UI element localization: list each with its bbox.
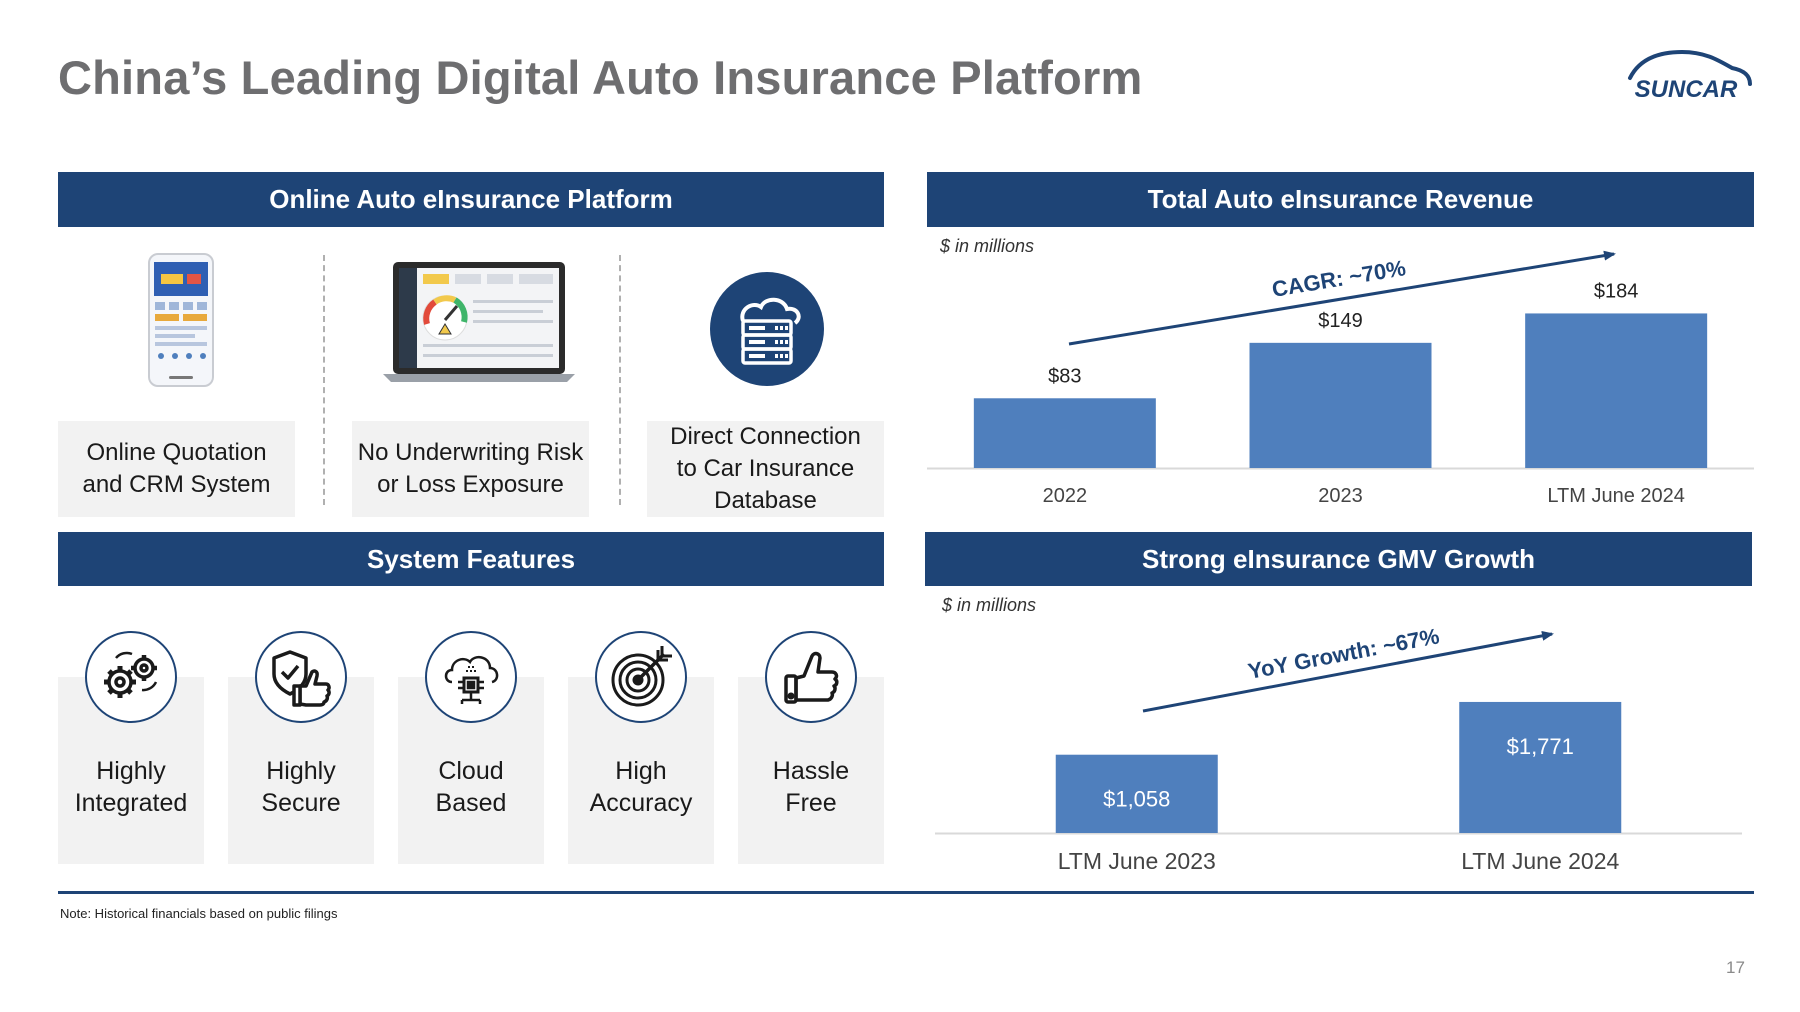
footer-divider	[58, 891, 1754, 894]
platform-item-underwriting: No Underwriting Risk or Loss Exposure	[352, 421, 589, 517]
page-title: China’s Leading Digital Auto Insurance P…	[58, 51, 1143, 104]
bar	[1459, 701, 1622, 833]
feature-label-line: Hassle	[772, 757, 850, 785]
feature-label: High Accuracy	[568, 755, 714, 819]
gears-icon	[85, 631, 177, 723]
feature-label-line: Highly	[266, 757, 336, 785]
category-label: LTM June 2023	[1058, 848, 1216, 874]
thumbs-up-icon	[765, 631, 857, 723]
platform-item-label: Online Quotation	[86, 439, 267, 466]
feature-label: Cloud Based	[398, 755, 544, 819]
logo-text: SUNCAR	[1635, 76, 1738, 103]
category-label: LTM June 2024	[1547, 485, 1685, 507]
revenue-header: Total Auto eInsurance Revenue	[927, 172, 1754, 227]
feature-label-line: Free	[785, 789, 837, 817]
bar	[1055, 754, 1218, 833]
platform-item-label: or Loss Exposure	[377, 471, 564, 498]
bar	[1525, 313, 1708, 468]
platform-item-label: and CRM System	[82, 471, 271, 498]
laptop-dashboard-icon	[383, 260, 575, 395]
platform-header: Online Auto eInsurance Platform	[58, 172, 884, 227]
shield-thumbs-up-icon	[255, 631, 347, 723]
gmv-unit-label: $ in millions	[942, 595, 1037, 615]
cloud-chip-icon	[425, 631, 517, 723]
data-label: $1,771	[1507, 734, 1574, 759]
revenue-unit-label: $ in millions	[940, 236, 1035, 256]
gmv-chart: $1,058 LTM June 2023 $1,771 LTM June 2024 Yo…	[935, 623, 1742, 874]
growth-annotation: YoY Growth: ~67%	[1246, 623, 1441, 684]
footnote: Note: Historical financials based on pub…	[60, 906, 338, 921]
suncar-logo: SUNCAR	[1620, 40, 1755, 110]
target-icon	[595, 631, 687, 723]
feature-label-line: Secure	[261, 789, 341, 817]
revenue-chart: $83 2022 $149 2023 $184 LTM June 2024 CAGR: ~7…	[927, 250, 1754, 507]
trend-arrow	[1142, 630, 1554, 713]
feature-label-line: Highly	[96, 757, 166, 785]
data-label: $83	[1048, 365, 1081, 387]
category-label: LTM June 2024	[1461, 848, 1619, 874]
feature-label: Highly Secure	[228, 755, 374, 819]
feature-label: Highly Integrated	[58, 755, 204, 819]
category-label: 2022	[1043, 485, 1088, 507]
platform-item-label: Direct Connection	[670, 423, 861, 450]
data-label: $149	[1318, 310, 1363, 332]
divider	[323, 255, 325, 505]
bar	[973, 398, 1156, 468]
page-number: 17	[1726, 958, 1745, 977]
feature-label-line: Accuracy	[589, 789, 693, 817]
bar	[1249, 342, 1432, 468]
trend-arrow	[1068, 250, 1616, 346]
gmv-header: Strong eInsurance GMV Growth	[925, 532, 1752, 586]
platform-item-quotation: Online Quotation and CRM System	[58, 421, 295, 517]
data-label: $184	[1594, 280, 1639, 302]
data-label: $1,058	[1103, 787, 1170, 812]
growth-annotation: CAGR: ~70%	[1270, 255, 1407, 302]
platform-item-label: to Car Insurance	[676, 455, 855, 482]
cloud-server-icon	[709, 271, 825, 392]
mobile-app-icon	[147, 252, 215, 393]
platform-item-label: Database	[714, 487, 817, 514]
platform-item-label: No Underwriting Risk	[357, 439, 584, 466]
feature-label-line: High	[615, 757, 667, 785]
category-label: 2023	[1318, 485, 1363, 507]
feature-label-line: Integrated	[74, 789, 188, 817]
platform-item-database: Direct Connection to Car Insurance Datab…	[647, 421, 884, 517]
divider	[619, 255, 621, 505]
feature-label: Hassle Free	[738, 755, 884, 819]
features-header: System Features	[58, 532, 884, 586]
feature-label-line: Cloud	[438, 757, 504, 785]
feature-label-line: Based	[435, 789, 507, 817]
